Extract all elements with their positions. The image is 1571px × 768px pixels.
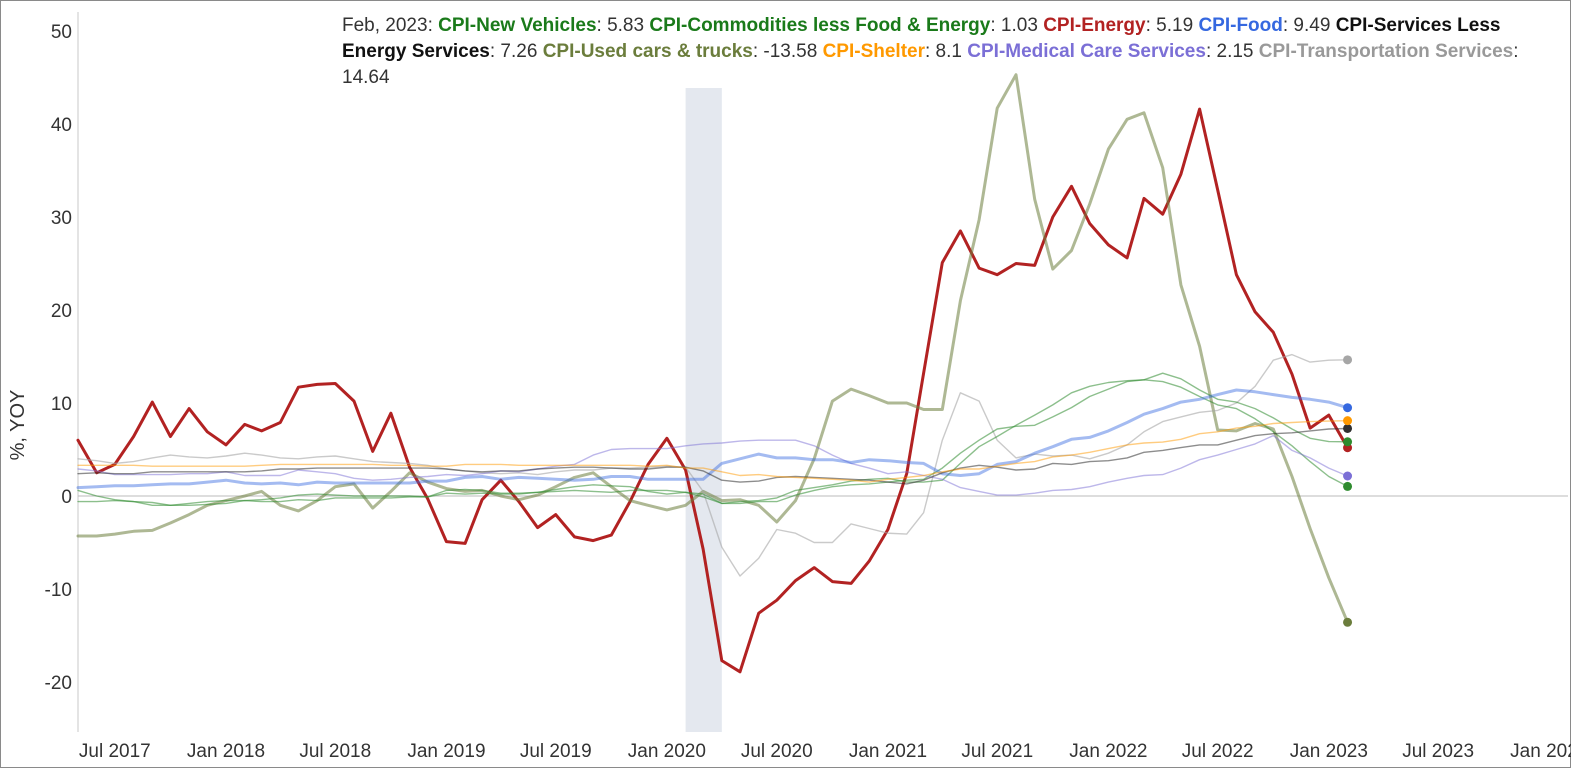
x-tick-label: Jul 2022 xyxy=(1182,741,1254,762)
series-line xyxy=(77,427,1349,485)
series-end-dot xyxy=(1343,481,1353,491)
series-line xyxy=(77,372,1349,506)
x-tick-label: Jan 2018 xyxy=(187,741,265,762)
y-tick-label: 30 xyxy=(51,208,72,229)
legend-value: : 5.83 xyxy=(596,15,645,36)
series-line xyxy=(76,388,1350,490)
x-tick-label: Jul 2019 xyxy=(520,741,592,762)
x-tick-label: Jul 2020 xyxy=(741,741,813,762)
x-tick-label: Jan 2021 xyxy=(849,741,927,762)
x-tick-label: Jul 2021 xyxy=(961,741,1033,762)
axes: 50 40 30 20 10 0 -10 -20 Jul 2017 Jan 2018 Jul 201… xyxy=(45,12,1571,762)
y-tick-label: 50 xyxy=(51,22,72,43)
legend-series-name: CPI-Commodities less Food & Energy xyxy=(649,15,991,36)
legend-series-name: CPI-Medical Care Services xyxy=(967,41,1206,62)
y-tick-label: -10 xyxy=(45,580,72,601)
legend-value: : 8.1 xyxy=(925,41,962,62)
series-line xyxy=(77,434,1349,496)
series-end-dot xyxy=(1343,423,1353,433)
series-end-dot xyxy=(1343,403,1353,413)
legend-series-name: CPI-Food xyxy=(1198,15,1283,36)
legend-series-name: CPI-Energy xyxy=(1043,15,1146,36)
legend-series-name: CPI-New Vehicles xyxy=(438,15,597,36)
y-tick-label: 0 xyxy=(61,487,72,508)
legend-value: : -13.58 xyxy=(752,41,818,62)
legend-series-name: CPI-Services Less Energy Services xyxy=(342,15,1501,62)
legend: Feb, 2023: CPI-New Vehicles: 5.83 CPI-Co… xyxy=(342,13,1542,91)
x-tick-label: Jan 2022 xyxy=(1069,741,1147,762)
series-end-dot xyxy=(1343,437,1353,447)
legend-series-name: CPI-Used cars & trucks xyxy=(542,41,753,62)
legend-value: : 14.64 xyxy=(342,41,1519,88)
series-line xyxy=(77,353,1349,577)
series-end-dot xyxy=(1343,471,1353,481)
y-tick-label: 10 xyxy=(51,394,72,415)
y-tick-label: -20 xyxy=(45,673,72,694)
legend-date: Feb, 2023: xyxy=(342,15,433,36)
legend-value: : 5.19 xyxy=(1145,15,1194,36)
end-dots-layer xyxy=(1343,355,1353,627)
y-axis-label: %, YOY xyxy=(7,390,29,461)
x-tick-label: Jan 2024 xyxy=(1510,741,1571,762)
legend-value: : 7.26 xyxy=(489,41,538,62)
series-line xyxy=(76,73,1350,624)
x-tick-label: Jul 2017 xyxy=(79,741,151,762)
series-end-dot xyxy=(1343,617,1353,627)
series-end-dot xyxy=(1343,416,1353,426)
series-end-dot xyxy=(1343,355,1353,365)
y-tick-label: 40 xyxy=(51,115,72,136)
x-tick-label: Jul 2018 xyxy=(299,741,371,762)
x-tick-label: Jan 2023 xyxy=(1290,741,1368,762)
legend-series-name: CPI-Transportation Services xyxy=(1258,41,1514,62)
legend-value: : 1.03 xyxy=(990,15,1038,36)
legend-value: : 9.49 xyxy=(1282,15,1331,36)
series-line xyxy=(76,107,1350,674)
legend-value: : 2.15 xyxy=(1205,41,1254,62)
x-tick-label: Jul 2023 xyxy=(1402,741,1474,762)
legend-series-name: CPI-Shelter xyxy=(822,41,925,62)
x-tick-label: Jan 2019 xyxy=(407,741,485,762)
series-layer xyxy=(76,73,1350,674)
series-line xyxy=(77,420,1349,483)
x-tick-label: Jan 2020 xyxy=(628,741,706,762)
y-tick-label: 20 xyxy=(51,301,72,322)
